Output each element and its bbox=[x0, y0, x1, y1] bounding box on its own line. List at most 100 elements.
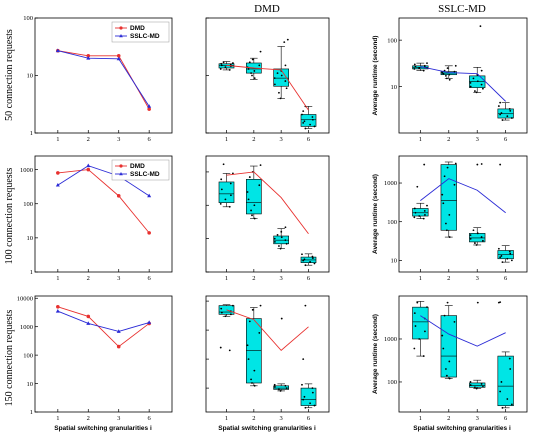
scatter-point bbox=[445, 74, 447, 77]
y-tick-label: 1 bbox=[30, 269, 33, 276]
scatter-point bbox=[304, 304, 307, 307]
scatter-point bbox=[476, 301, 479, 304]
panel-r3-sslc: 100 1000 1 2 3 6 Average runtime (second) bbox=[372, 295, 528, 422]
mean-line-dmd bbox=[226, 171, 309, 235]
data-point-dmd bbox=[86, 54, 91, 58]
scatter-point bbox=[508, 357, 511, 360]
scatter-point bbox=[474, 386, 476, 389]
data-point-dmd bbox=[116, 54, 121, 58]
x-tick-label: 3 bbox=[117, 275, 120, 282]
scatter-point bbox=[220, 188, 223, 191]
data-point-dmd bbox=[147, 107, 151, 111]
data-point-dmd bbox=[147, 231, 151, 235]
scatter-point bbox=[423, 210, 426, 212]
x-tick-label: 6 bbox=[504, 415, 508, 422]
scatter-point bbox=[304, 406, 307, 409]
column-title-sslc-md: SSLC-MD bbox=[438, 3, 486, 15]
scatter-point bbox=[446, 67, 449, 70]
x-tick-label: 6 bbox=[148, 275, 152, 282]
scatter-point bbox=[448, 73, 451, 76]
scatter-point bbox=[510, 117, 513, 119]
scatter-point bbox=[441, 334, 444, 337]
x-tick-label: 1 bbox=[225, 136, 228, 143]
plot-frame bbox=[34, 155, 173, 273]
scatter-point bbox=[301, 383, 303, 386]
scatter-point bbox=[500, 112, 503, 114]
scatter-point bbox=[441, 71, 444, 74]
scatter-point bbox=[302, 259, 305, 262]
legend-marker-dmd bbox=[119, 164, 123, 168]
data-point-sslc bbox=[86, 55, 91, 60]
x-tick-label: 3 bbox=[117, 136, 120, 143]
scatter-point bbox=[500, 381, 503, 383]
scatter-point bbox=[509, 368, 512, 370]
scatter-point bbox=[480, 163, 483, 165]
x-tick-label: 1 bbox=[419, 275, 422, 282]
y-tick-label: 100 bbox=[387, 379, 397, 386]
scatter-point bbox=[224, 66, 227, 68]
y-tick-label: 10 bbox=[391, 258, 398, 265]
x-axis-label-right: Spatial switching granularities i bbox=[413, 425, 511, 432]
scatter-point bbox=[302, 121, 305, 124]
scatter-point bbox=[510, 403, 513, 406]
scatter-point bbox=[251, 382, 253, 384]
plot-frame bbox=[398, 295, 528, 413]
scatter-point bbox=[311, 391, 314, 394]
scatter-point bbox=[499, 113, 502, 116]
scatter-point bbox=[445, 368, 447, 370]
scatter-point bbox=[413, 347, 416, 350]
scatter-point bbox=[501, 119, 504, 121]
scatter-point bbox=[482, 385, 484, 388]
x-tick-label: 3 bbox=[280, 275, 283, 282]
scatter-point bbox=[474, 242, 476, 244]
scatter-point bbox=[476, 80, 479, 83]
y-tick-label: 1000 bbox=[20, 167, 33, 174]
scatter-point bbox=[445, 374, 448, 377]
scatter-point bbox=[309, 402, 311, 405]
x-tick-label: 6 bbox=[504, 136, 508, 143]
scatter-point bbox=[246, 344, 249, 347]
scatter-point bbox=[253, 77, 256, 80]
scatter-point bbox=[224, 315, 227, 318]
scatter-point bbox=[499, 163, 502, 166]
y-tick-label: 100 bbox=[23, 15, 33, 22]
scatter-point bbox=[229, 63, 232, 66]
scatter-point bbox=[220, 62, 223, 65]
scatter-point bbox=[482, 87, 484, 90]
y-tick-label: 10 bbox=[27, 235, 34, 242]
x-tick-label: 6 bbox=[504, 275, 508, 282]
scatter-point bbox=[230, 194, 232, 197]
scatter-point bbox=[422, 69, 425, 72]
data-point-dmd bbox=[56, 171, 60, 175]
scatter-point bbox=[284, 384, 287, 387]
scatter-point bbox=[413, 216, 416, 219]
box bbox=[412, 208, 429, 217]
scatter-point bbox=[445, 229, 448, 232]
scatter-point bbox=[446, 301, 449, 304]
legend-label-dmd: DMD bbox=[130, 25, 145, 32]
panel-r2-dmd: 1 2 3 6 bbox=[205, 155, 330, 282]
mean-line-sslc bbox=[420, 315, 506, 347]
box bbox=[497, 355, 514, 407]
x-tick-label: 1 bbox=[225, 415, 228, 422]
box bbox=[246, 318, 262, 384]
scatter-point bbox=[279, 247, 282, 250]
scatter-point bbox=[446, 166, 449, 169]
scatter-point bbox=[418, 338, 421, 340]
scatter-point bbox=[284, 64, 287, 67]
box bbox=[273, 385, 289, 390]
x-tick-label: 3 bbox=[476, 275, 479, 282]
scatter-point bbox=[276, 72, 279, 75]
scatter-point bbox=[220, 307, 223, 310]
scatter-point bbox=[448, 78, 451, 81]
plot-frame bbox=[205, 295, 330, 413]
data-point-sslc bbox=[55, 309, 60, 313]
legend-marker-sslc bbox=[119, 34, 123, 38]
scatter-point bbox=[276, 233, 279, 236]
panel-r1-sslc: 10 100 1 2 3 6 Average runtime (second) bbox=[372, 17, 528, 143]
scatter-point bbox=[476, 232, 479, 235]
legend-box bbox=[111, 159, 170, 181]
scatter-point bbox=[253, 217, 256, 220]
